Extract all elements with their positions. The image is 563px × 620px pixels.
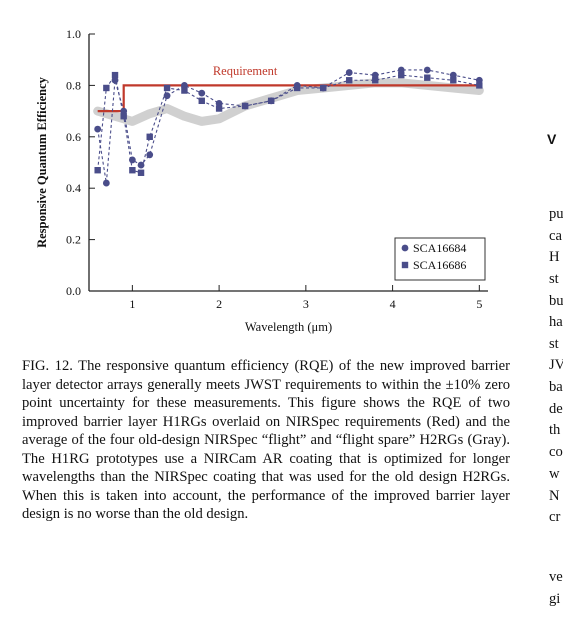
right-column-line: w [549,466,560,482]
old-design-average-line [93,78,484,126]
right-column-line: N [549,488,560,504]
legend-label: SCA16686 [413,258,466,272]
data-point-sca16684 [423,66,431,74]
x-tick-label: 3 [303,297,309,311]
data-point-sca16686 [319,84,327,92]
data-point-sca16686 [372,77,379,84]
y-tick-label: 0.2 [66,233,81,247]
legend-marker-square [401,261,409,269]
y-tick-label: 0.4 [66,181,81,195]
series-line-sca16684 [97,69,480,184]
data-point-sca16684 [345,69,353,76]
data-point-sca16684 [397,66,405,74]
figure-caption: FIG. 12. The responsive quantum efficien… [22,357,510,524]
data-point-sca16686 [120,113,127,120]
data-point-sca16684 [449,71,457,79]
data-point-sca16686 [241,102,249,110]
data-point-sca16684 [181,82,188,89]
right-column-line: gi [549,591,561,607]
right-column-line: ba [549,379,563,395]
right-column-line: th [549,422,561,438]
data-point-sca16686 [146,133,153,140]
y-tick-label: 1.0 [66,27,81,41]
data-point-sca16686 [137,169,145,176]
right-column-line: co [549,444,563,460]
data-point-sca16686 [476,82,483,89]
data-point-sca16686 [181,87,188,94]
caption-text: The responsive quantum efficiency (RQE) … [22,358,510,522]
data-point-sca16686 [293,84,301,92]
right-column-line: H [549,249,560,265]
data-point-sca16686 [111,71,119,79]
right-column-line: ve [549,569,563,585]
x-tick-label: 1 [129,297,135,311]
right-column-line: st [549,271,559,287]
data-point-sca16684 [146,151,154,159]
y-axis-label: Responsive Quantum Efficiency [35,76,49,248]
data-point-sca16686 [398,71,405,79]
data-point-sca16686 [94,167,101,174]
data-point-sca16686 [346,77,353,84]
data-point-sca16684 [371,71,379,79]
requirement-annotation: Requirement [213,64,278,78]
legend-marker-circle [401,244,409,252]
data-point-sca16686 [267,97,275,105]
y-tick-label: 0.6 [66,130,81,144]
y-tick-label: 0.8 [66,78,81,92]
rqe-chart: 0.0 0.2 0.4 0.6 0.8 1.0 1 2 3 4 5 Wavelength (μm) Re… [35,27,488,334]
data-point-sca16686 [450,77,457,84]
chart-legend: SCA16684 SCA16686 [394,237,486,281]
right-column-line: pu [549,206,563,222]
data-point-sca16684 [102,179,110,187]
x-tick-label: 2 [216,297,222,311]
data-point-sca16686 [129,167,136,174]
right-column-line: ca [549,228,562,244]
caption-label: FIG. 12. [22,358,73,374]
x-axis-label: Wavelength (μm) [245,320,332,334]
rqe-figure: 0.0 0.2 0.4 0.6 0.8 1.0 1 2 3 4 5 Wavelength (μm) Re… [35,27,488,334]
data-point-sca16686 [424,74,431,81]
legend-box [394,237,486,281]
data-point-sca16686 [198,97,205,105]
data-point-sca16686 [103,84,110,92]
x-tick-label: 4 [390,297,396,311]
data-point-sca16686 [163,84,171,92]
right-column-line: ha [549,314,563,330]
requirement-line [97,84,480,113]
data-point-sca16684 [94,125,102,133]
legend-label: SCA16684 [413,241,466,255]
right-column-line: bu [549,293,563,309]
x-tick-label: 5 [476,297,482,311]
data-point-sca16684 [215,99,223,107]
right-column-line: st [549,336,559,352]
right-column-line: JV [549,357,563,373]
right-column-heading: V [547,131,557,147]
y-tick-label: 0.0 [66,284,81,298]
right-column-line: cr [549,509,561,525]
data-point-sca16684 [475,76,483,84]
data-point-sca16686 [215,105,223,112]
data-point-sca16684 [198,89,206,97]
right-column-line: de [549,401,563,417]
